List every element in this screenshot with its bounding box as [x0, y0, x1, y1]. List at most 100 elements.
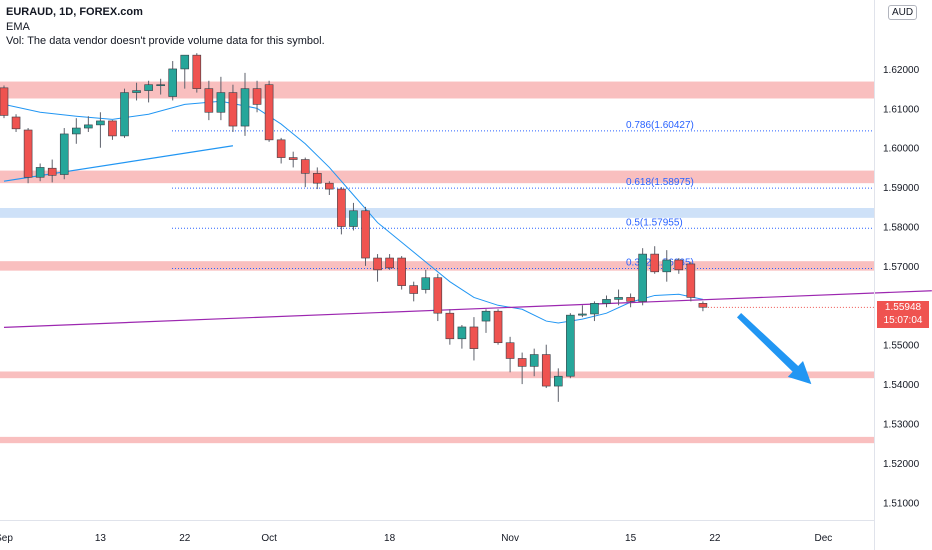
price-tick-7: 1.55000: [883, 341, 920, 352]
support-trendline: [3, 290, 932, 328]
candle-31: [373, 257, 382, 271]
candle-44: [529, 354, 539, 367]
candle-20: [240, 88, 250, 127]
candle-19: [228, 92, 238, 127]
candle-0: [0, 87, 9, 116]
fib-label-2: 0.5(1.57955): [626, 217, 683, 228]
volume-indicator-label[interactable]: Vol: The data vendor doesn't provide vol…: [6, 35, 325, 47]
price-tick-11: 1.51000: [883, 498, 920, 509]
time-tick-4: 18: [384, 533, 396, 544]
candle-58: [698, 303, 708, 308]
time-tick-2: 22: [179, 533, 191, 544]
candle-29: [349, 210, 358, 227]
candle-45: [541, 354, 551, 387]
candle-12: [144, 84, 153, 91]
candle-10: [120, 92, 129, 137]
candle-57: [686, 263, 696, 298]
candle-15: [180, 54, 190, 70]
zone-0: [0, 81, 874, 99]
candle-53: [638, 253, 647, 302]
candle-41: [493, 310, 503, 344]
price-tick-2: 1.60000: [883, 144, 920, 155]
forecast-arrow: [736, 312, 812, 385]
ema-line: [3, 100, 704, 324]
candle-37: [445, 312, 455, 340]
zone-5: [0, 436, 874, 444]
time-tick-5: Nov: [501, 533, 519, 544]
candle-39: [469, 326, 479, 349]
candle-40: [481, 310, 491, 322]
price-tick-4: 1.58000: [883, 223, 920, 234]
price-tick-9: 1.53000: [883, 419, 920, 430]
zone-3: [0, 261, 874, 271]
candle-9: [108, 120, 117, 137]
zone-4: [0, 371, 874, 379]
candle-22: [264, 84, 274, 141]
candle-2: [23, 129, 33, 178]
zone-1: [0, 170, 874, 184]
time-tick-8: Dec: [815, 533, 833, 544]
candle-54: [650, 253, 660, 273]
candle-8: [96, 120, 105, 126]
candle-16: [192, 54, 202, 89]
candle-42: [505, 342, 515, 359]
candle-28: [337, 188, 346, 227]
time-tick-0: Sep: [0, 533, 13, 544]
candle-18: [216, 92, 226, 113]
candle-4: [47, 167, 57, 176]
price-tick-0: 1.62000: [883, 65, 920, 76]
candle-3: [35, 167, 45, 178]
bar-countdown: 15:07:04: [883, 315, 923, 326]
candle-25: [300, 159, 310, 174]
candle-30: [361, 210, 370, 259]
candle-38: [457, 326, 467, 340]
candle-7: [84, 124, 93, 129]
fib-label-0: 0.786(1.60427): [626, 120, 694, 131]
candle-56: [674, 259, 684, 271]
fib-label-1: 0.618(1.58975): [626, 177, 694, 188]
candle-33: [397, 257, 406, 286]
candle-32: [385, 257, 394, 269]
candle-43: [517, 358, 527, 367]
candle-27: [325, 182, 334, 190]
candle-6: [72, 127, 81, 135]
price-tick-10: 1.52000: [883, 459, 920, 470]
price-tick-3: 1.59000: [883, 183, 920, 194]
price-tick-5: 1.57000: [883, 262, 920, 273]
symbol-title[interactable]: EURAUD, 1D, FOREX.com: [6, 6, 143, 18]
candle-23: [276, 139, 286, 158]
last-price-tag: 1.55948 15:07:04: [877, 301, 929, 328]
time-tick-7: 22: [709, 533, 721, 544]
candle-17: [204, 88, 214, 113]
candle-34: [409, 285, 419, 294]
ema-indicator-label[interactable]: EMA: [6, 21, 30, 33]
candle-49: [590, 303, 599, 315]
candle-52: [626, 297, 635, 302]
time-tick-1: 13: [95, 533, 107, 544]
currency-button[interactable]: AUD: [888, 5, 918, 20]
candle-11: [132, 90, 141, 93]
candle-36: [433, 277, 443, 314]
candle-21: [252, 88, 262, 105]
candle-13: [156, 84, 165, 86]
last-price: 1.55948: [884, 302, 922, 313]
time-tick-6: 15: [625, 533, 637, 544]
candle-55: [662, 259, 672, 273]
price-tick-8: 1.54000: [883, 380, 920, 391]
zone-2: [0, 208, 874, 218]
candle-47: [566, 314, 575, 377]
candle-50: [602, 299, 611, 304]
candle-35: [421, 277, 431, 290]
candle-26: [312, 173, 322, 184]
candle-24: [288, 157, 298, 160]
time-tick-3: Oct: [261, 533, 277, 544]
candle-51: [614, 297, 623, 300]
fib-label-3: 0.382(1.56935): [626, 257, 694, 268]
candle-48: [578, 313, 587, 316]
candle-14: [168, 68, 177, 97]
candle-1: [11, 116, 21, 130]
candle-5: [59, 133, 69, 175]
price-tick-1: 1.61000: [883, 104, 920, 115]
candle-46: [553, 375, 563, 387]
